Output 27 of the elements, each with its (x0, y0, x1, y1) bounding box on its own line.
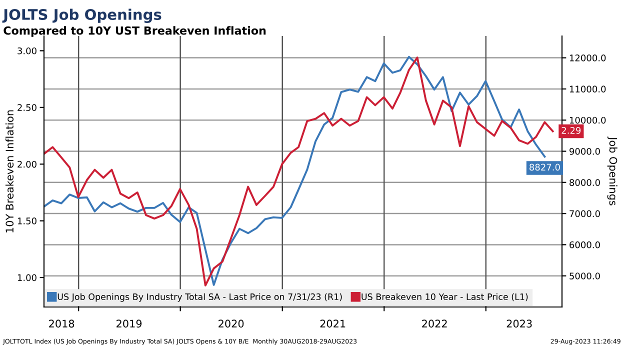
y-tick-label: 1.50 (18, 218, 36, 224)
y2-tick-label: 9000.0 (570, 148, 600, 155)
x-tick-label: 2020 (218, 320, 244, 328)
x-tick-label: 2022 (422, 320, 447, 328)
y2-tick-label: 5000.0 (570, 272, 600, 280)
y2-tick-label: 11000.0 (570, 86, 606, 93)
x-tick-label: 2021 (320, 320, 346, 328)
y-tick-label: 2.50 (18, 104, 36, 111)
y-tick-label: 3.00 (18, 47, 36, 54)
y-tick-label: 1.00 (18, 274, 36, 282)
data-label: 2.29 (562, 127, 581, 134)
chart-subtitle: Compared to 10Y UST Breakeven Inflation (4, 26, 266, 37)
chart-title: JOLTS Job Openings (2, 8, 162, 23)
data-label: 8827.0 (530, 164, 560, 171)
x-tick-label: 2019 (116, 320, 142, 328)
y2-tick-label: 8000.0 (570, 179, 600, 186)
y-tick-label: 2.00 (18, 160, 36, 168)
y2-tick-label: 7000.0 (570, 210, 600, 218)
x-tick-label: 2018 (49, 320, 74, 328)
y2-tick-label: 12000.0 (570, 54, 606, 62)
y2-axis-title: Job Openings (607, 136, 618, 206)
legend-label: US Job Openings By Industry Total SA - Last Price on 7/31/23 (R1) (58, 293, 342, 302)
y2-tick-label: 6000.0 (570, 241, 600, 248)
legend-label: US Breakeven 10 Year - Last Price (L1) (362, 293, 528, 302)
y-axis-title: 10Y Breakeven Inflation (5, 110, 14, 232)
y2-tick-label: 10000.0 (570, 116, 606, 124)
x-tick-label: 2023 (506, 320, 532, 328)
